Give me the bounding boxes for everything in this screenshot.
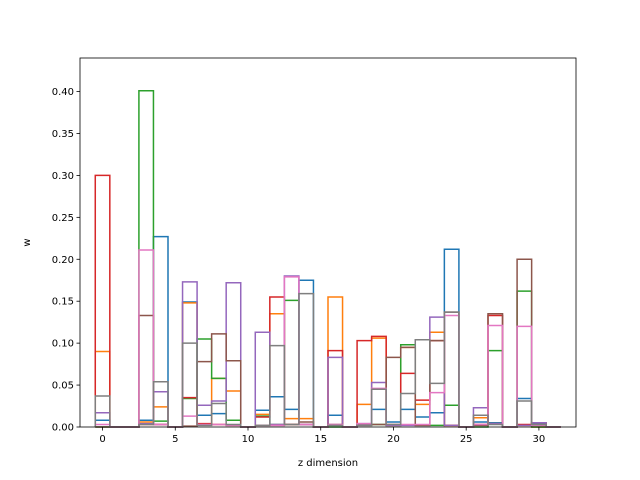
y-tick-label: 0.00 — [52, 423, 74, 434]
x-tick-label: 25 — [460, 434, 473, 445]
y-tick-label: 0.40 — [52, 87, 74, 98]
x-tick-label: 0 — [99, 434, 105, 445]
x-tick-label: 30 — [533, 434, 546, 445]
x-tick-label: 20 — [387, 434, 400, 445]
plot-frame — [79, 57, 577, 428]
y-tick-label: 0.30 — [52, 171, 74, 182]
y-tick-label: 0.20 — [52, 255, 74, 266]
x-axis-label: z dimension — [298, 458, 358, 469]
y-axis-label: w — [22, 238, 33, 246]
y-tick-label: 0.10 — [52, 339, 74, 350]
y-tick-label: 0.25 — [52, 213, 74, 224]
x-tick-label: 10 — [242, 434, 255, 445]
y-tick-label: 0.05 — [52, 381, 74, 392]
y-tick-label: 0.15 — [52, 297, 74, 308]
x-tick-label: 15 — [314, 434, 327, 445]
axes-layer: 0 5 10 15 20 25 30 0.00 0.05 0.10 0.15 0.20 0.25 0.30… — [52, 57, 577, 445]
x-tick-label: 5 — [172, 434, 178, 445]
y-tick-label: 0.35 — [52, 129, 74, 140]
